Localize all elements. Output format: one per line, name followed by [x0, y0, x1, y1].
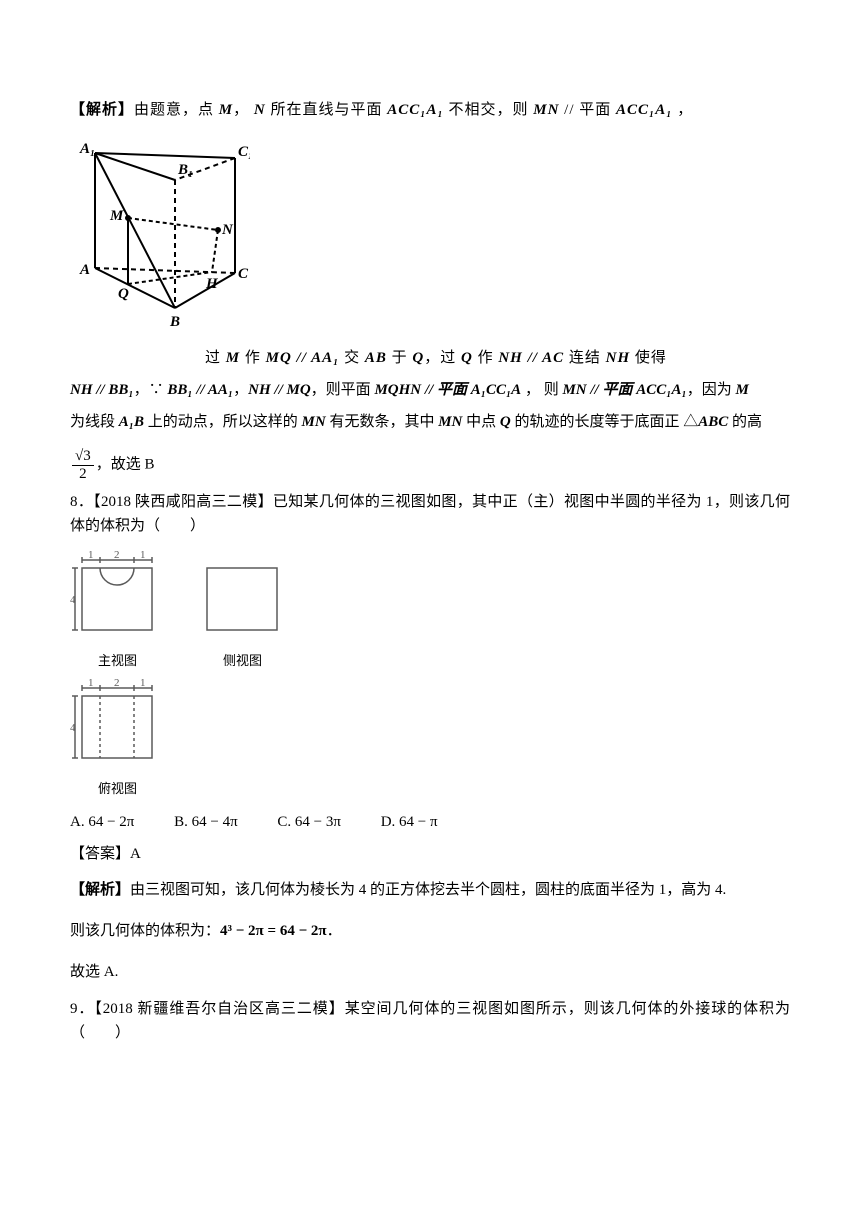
svg-text:4: 4: [70, 722, 76, 734]
svg-text:1: 1: [88, 677, 94, 689]
svg-text:1: 1: [140, 549, 146, 561]
label-H: H: [205, 276, 219, 292]
label-A: A: [79, 262, 90, 278]
front-view-label: 主视图: [70, 651, 165, 672]
analysis-frac-line: √3 2 ，故选 B: [70, 448, 790, 482]
option-C: C. 64 − 3π: [277, 810, 341, 834]
q8-prefix: 8．: [70, 494, 93, 510]
top-view-label: 俯视图: [70, 779, 165, 800]
svg-text:2: 2: [114, 677, 120, 689]
segment-QH: [128, 272, 212, 284]
label-M: M: [109, 208, 124, 224]
top-view: 1 2 1 4 俯视图: [70, 676, 165, 800]
segment-MN: [128, 218, 218, 230]
svg-text:1: 1: [140, 677, 146, 689]
option-B: B. 64 − 4π: [174, 810, 238, 834]
edge-AC: [95, 268, 235, 273]
label-B1: B₁: [177, 162, 193, 178]
analysis-p4: 为线段 A₁B 上的动点，所以这样的 MN 有无数条，其中 MN 中点 Q 的轨…: [70, 410, 790, 434]
q8-options: A. 64 − 2π B. 64 − 4π C. 64 − 3π D. 64 −…: [70, 810, 790, 834]
point-N: [216, 228, 221, 233]
side-view: 侧视图: [195, 548, 290, 672]
segment-NH: [212, 230, 218, 272]
svg-text:1: 1: [88, 549, 94, 561]
analysis-heading-p1: 【解析】由题意，点 M， N 所在直线与平面 ACC₁A₁ 不相交，则 MN /…: [70, 98, 790, 122]
point-M: [126, 216, 131, 221]
edge-AB: [95, 268, 175, 308]
q8-explanation-3: 故选 A.: [70, 956, 790, 989]
label-A1: A₁: [79, 141, 95, 157]
label-B: B: [169, 314, 180, 330]
analysis-label-2: 【解析】: [70, 882, 130, 898]
svg-text:2: 2: [114, 549, 120, 561]
label-C1: C₁: [238, 144, 250, 160]
side-view-label: 侧视图: [195, 651, 290, 672]
three-view-figure: 1 2 1 4 主视图 侧视图: [70, 548, 790, 800]
option-D: D. 64 − π: [381, 810, 438, 834]
question-8: 8．【2018 陕西咸阳高三二模】已知某几何体的三视图如图，其中正（主）视图中半…: [70, 490, 790, 538]
q8-explanation-2: 则该几何体的体积为：4³ − 2π = 64 − 2π．: [70, 915, 790, 948]
label-Q: Q: [118, 286, 129, 302]
question-9: 9．【2018 新疆维吾尔自治区高三二模】某空间几何体的三视图如图所示，则该几何…: [70, 997, 790, 1045]
q8-source: 【2018 陕西咸阳高三二模】: [93, 494, 273, 510]
analysis-label: 【解析】: [70, 102, 134, 118]
q9-prefix: 9．: [70, 1001, 94, 1017]
q9-source: 【2018 新疆维吾尔自治区高三二模】: [94, 1001, 344, 1017]
prism-figure: A₁ B₁ C₁ A B C M N Q H: [70, 138, 790, 338]
front-view: 1 2 1 4 主视图: [70, 548, 165, 672]
analysis-p3: NH // BB₁，∵ BB₁ // AA₁，NH // MQ，则平面 MQHN…: [70, 378, 790, 402]
q8-explanation-1: 【解析】由三视图可知，该几何体为棱长为 4 的正方体挖去半个圆柱，圆柱的底面半径…: [70, 874, 790, 907]
q8-answer: 【答案】A: [70, 842, 790, 866]
edge-BC: [175, 273, 235, 308]
option-A: A. 64 − 2π: [70, 810, 134, 834]
edge-A1C1: [95, 153, 235, 158]
fraction-sqrt3-2: √3 2: [72, 448, 94, 482]
analysis-p2: 过 M 作 MQ // AA₁ 交 AB 于 Q，过 Q 作 NH // AC …: [70, 346, 790, 370]
svg-text:4: 4: [70, 594, 76, 606]
label-C: C: [238, 266, 249, 282]
prism-svg: A₁ B₁ C₁ A B C M N Q H: [70, 138, 250, 338]
label-N: N: [221, 222, 234, 238]
